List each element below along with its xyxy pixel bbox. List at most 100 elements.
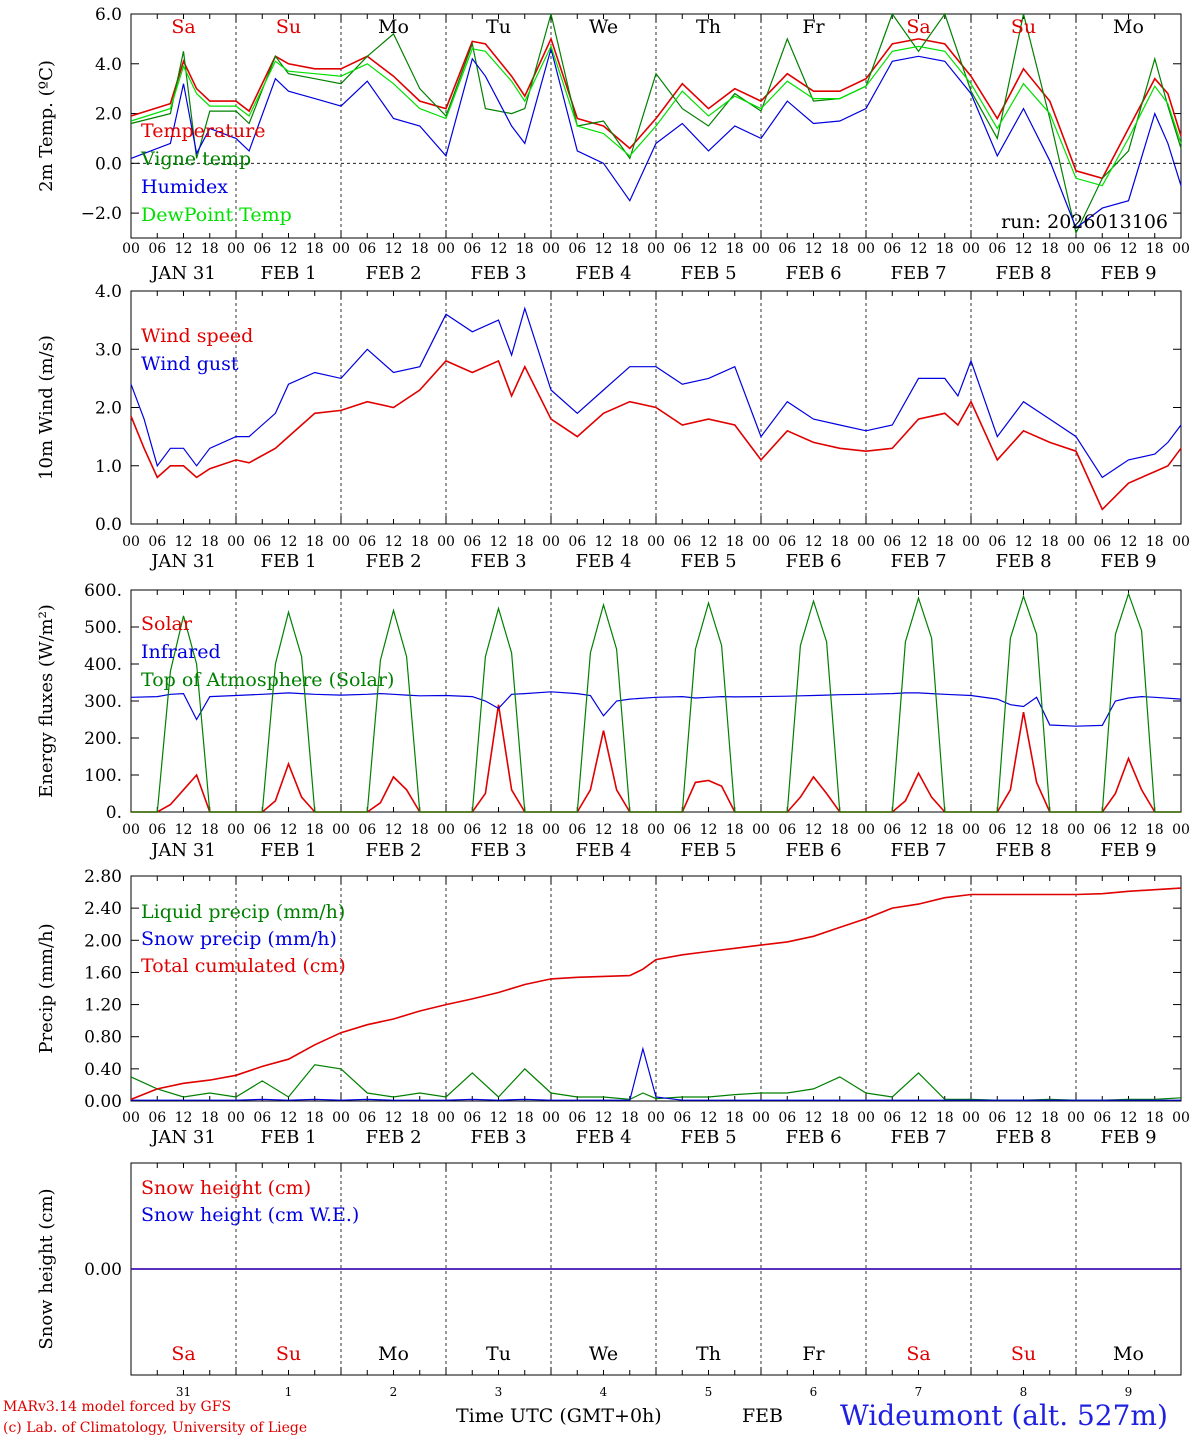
temp-y-tick-label: 2.0 (95, 105, 122, 125)
wind-hour-tick-label: 12 (280, 534, 298, 550)
precip-y-tick-label: 2.40 (84, 899, 122, 919)
wind-hour-tick-label: 06 (1093, 534, 1111, 550)
wind-hour-tick-label: 18 (516, 534, 534, 550)
snow-weekday-label: Sa (171, 1343, 195, 1365)
energy-hour-tick-label: 12 (175, 822, 193, 838)
temp-hour-tick-label: 06 (253, 241, 271, 257)
temp-hour-tick-label: 12 (910, 241, 928, 257)
temp-hour-tick-label: 12 (700, 241, 718, 257)
wind-y-tick-label: 3.0 (95, 340, 122, 360)
snow-weekday-label: Mo (1113, 1343, 1144, 1365)
temp-hour-tick-label: 00 (752, 241, 770, 257)
snow-legend-entry: Snow height (cm) (141, 1177, 311, 1199)
precip-hour-tick-label: 06 (358, 1110, 376, 1126)
precip-hour-tick-label: 00 (962, 1110, 980, 1126)
precip-hour-tick-label: 12 (1120, 1110, 1138, 1126)
wind-hour-tick-label: 12 (805, 534, 823, 550)
precip-date-label: JAN 31 (149, 1127, 216, 1148)
precip-hour-tick-label: 00 (332, 1110, 350, 1126)
precip-hour-tick-label: 00 (1067, 1110, 1085, 1126)
snow-weekday-label: Tu (486, 1343, 511, 1365)
snow-day-number: 31 (176, 1385, 191, 1399)
wind-hour-tick-label: 06 (883, 534, 901, 550)
temp-date-label: FEB 4 (575, 263, 631, 284)
precip-y-tick-label: 0.00 (84, 1092, 122, 1112)
wind-date-label: FEB 6 (785, 551, 841, 572)
energy-hour-tick-label: 12 (385, 822, 403, 838)
energy-series-line (131, 591, 1181, 813)
model-credit: MARv3.14 model forced by GFS (3, 1399, 232, 1415)
snow-day-number: 6 (810, 1385, 818, 1399)
temp-hour-tick-label: 06 (883, 241, 901, 257)
temp-legend-entry: Temperature (141, 120, 265, 142)
wind-hour-tick-label: 18 (201, 534, 219, 550)
wind-hour-tick-label: 00 (962, 534, 980, 550)
temp-hour-tick-label: 00 (962, 241, 980, 257)
precip-y-tick-label: 1.20 (84, 996, 122, 1016)
snow-weekday-label: Sa (906, 1343, 930, 1365)
temp-series-line (130, 46, 1182, 229)
precip-date-label: FEB 8 (995, 1127, 1051, 1148)
energy-hour-tick-label: 12 (1015, 822, 1033, 838)
temp-hour-tick-label: 12 (175, 241, 193, 257)
temp-weekday-label: Su (276, 16, 301, 38)
wind-hour-tick-label: 12 (910, 534, 928, 550)
temp-series-line (130, 44, 1182, 187)
temp-legend-entry: Vigne temp (140, 148, 251, 170)
snow-day-number: 5 (705, 1385, 713, 1399)
energy-y-tick-label: 0. (106, 803, 122, 823)
temp-hour-tick-label: 18 (411, 241, 429, 257)
snow-day-number: 9 (1125, 1385, 1133, 1399)
energy-date-label: FEB 8 (995, 840, 1051, 861)
temp-hour-tick-label: 00 (227, 241, 245, 257)
temp-hour-tick-label: 00 (332, 241, 350, 257)
energy-hour-tick-label: 00 (647, 822, 665, 838)
precip-hour-tick-label: 18 (411, 1110, 429, 1126)
energy-hour-tick-label: 18 (621, 822, 639, 838)
wind-hour-tick-label: 00 (1067, 534, 1085, 550)
temp-date-label: FEB 9 (1100, 263, 1156, 284)
precip-y-tick-label: 1.60 (84, 963, 122, 983)
energy-hour-tick-label: 18 (1146, 822, 1164, 838)
precip-date-label: FEB 6 (785, 1127, 841, 1148)
wind-hour-tick-label: 00 (437, 534, 455, 550)
precip-hour-tick-label: 18 (726, 1110, 744, 1126)
energy-hour-tick-label: 12 (490, 822, 508, 838)
precip-hour-tick-label: 00 (1172, 1110, 1190, 1126)
temp-hour-tick-label: 18 (1041, 241, 1059, 257)
energy-hour-tick-label: 06 (463, 822, 481, 838)
temp-hour-tick-label: 18 (516, 241, 534, 257)
precip-series-line (131, 1046, 1181, 1101)
energy-hour-tick-label: 00 (962, 822, 980, 838)
energy-hour-tick-label: 12 (280, 822, 298, 838)
snow-weekday-label: Mo (378, 1343, 409, 1365)
energy-y-tick-label: 300. (84, 692, 122, 712)
wind-hour-tick-label: 06 (463, 534, 481, 550)
precip-hour-tick-label: 06 (778, 1110, 796, 1126)
precip-hour-tick-label: 12 (595, 1110, 613, 1126)
snow-weekday-label: Su (276, 1343, 301, 1365)
wind-hour-tick-label: 18 (306, 534, 324, 550)
energy-hour-tick-label: 06 (358, 822, 376, 838)
wind-date-label: FEB 1 (260, 551, 316, 572)
energy-hour-tick-label: 18 (306, 822, 324, 838)
precip-date-label: FEB 9 (1100, 1127, 1156, 1148)
wind-hour-tick-label: 12 (595, 534, 613, 550)
precip-hour-tick-label: 18 (621, 1110, 639, 1126)
precip-hour-tick-label: 18 (306, 1110, 324, 1126)
lab-credit: (c) Lab. of Climatology, University of L… (3, 1420, 308, 1436)
precip-hour-tick-label: 00 (857, 1110, 875, 1126)
snow-day-number: 4 (600, 1385, 608, 1399)
snow-weekday-label: Th (696, 1343, 721, 1365)
precip-date-label: FEB 1 (260, 1127, 316, 1148)
temp-weekday-label: Tu (486, 16, 511, 38)
wind-hour-tick-label: 06 (253, 534, 271, 550)
energy-hour-tick-label: 06 (673, 822, 691, 838)
precip-legend-entry: Liquid precip (mm/h) (141, 901, 345, 923)
wind-date-label: FEB 3 (470, 551, 526, 572)
energy-hour-tick-label: 18 (516, 822, 534, 838)
wind-date-label: FEB 5 (680, 551, 736, 572)
energy-date-label: FEB 1 (260, 840, 316, 861)
energy-date-label: FEB 4 (575, 840, 631, 861)
